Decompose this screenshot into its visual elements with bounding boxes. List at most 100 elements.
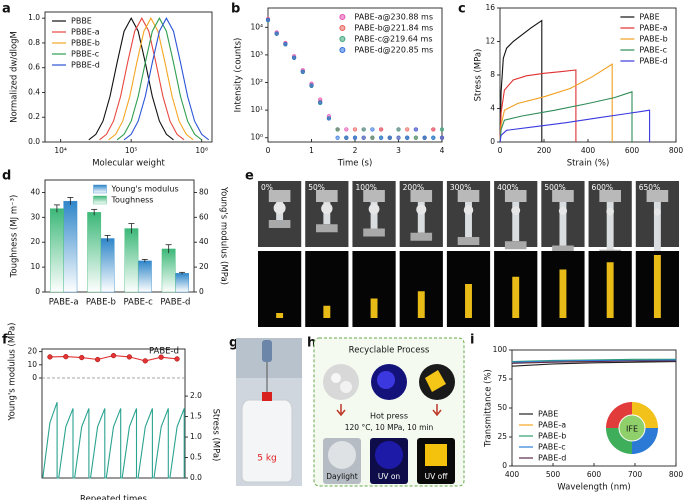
glow (370, 298, 378, 318)
strain-label: 50% (308, 183, 325, 192)
panel-letter: f (2, 333, 8, 348)
point (370, 135, 375, 140)
y-tick-label: 0.4 (28, 87, 40, 96)
y-tick-label: 40 (30, 187, 40, 196)
y-tick-label: 75 (497, 374, 507, 383)
x-tick-label: 2 (353, 146, 358, 155)
hanging-scale (262, 340, 272, 362)
panel-letter: d (2, 169, 11, 184)
x-tick-label: 200 (537, 146, 552, 155)
line (511, 360, 676, 364)
legend-label: Young's modulus (111, 185, 179, 194)
y-tick-label: 0.6 (28, 63, 40, 72)
point (431, 135, 436, 140)
y-tick-label: 0 (502, 461, 507, 470)
specimen-disc (273, 202, 286, 214)
point (142, 358, 148, 364)
glow (417, 291, 425, 318)
specimen (417, 202, 425, 233)
clamp (316, 224, 338, 233)
point (439, 135, 445, 140)
y-tick-label: 8 (490, 70, 495, 79)
panel-letter: g (229, 336, 238, 351)
glow (465, 284, 472, 318)
line (511, 361, 677, 367)
y-tick-label: 0 (35, 287, 40, 296)
glow (276, 313, 284, 318)
legend-label: PBBE-c (71, 50, 99, 59)
donut-center (618, 414, 646, 442)
point (94, 356, 101, 363)
line (499, 69, 577, 143)
x-tick-label: 10⁶ (195, 146, 208, 155)
flake (331, 373, 341, 383)
point (283, 42, 288, 47)
strain-label: 400% (497, 183, 518, 192)
legend-swatch (339, 14, 346, 20)
legend-label: PABE-a (639, 24, 667, 33)
point (344, 135, 349, 140)
line (511, 359, 677, 363)
point (439, 127, 445, 132)
y-axis-label: Young's modulus (MPa) (8, 323, 18, 422)
photo-g: g 5 kg (229, 336, 302, 486)
legend-swatch (339, 36, 346, 42)
point (110, 352, 117, 359)
sample-photo (323, 364, 359, 400)
point (431, 127, 436, 132)
clamp (552, 190, 574, 202)
specimen-disc (606, 207, 614, 216)
y-tick-label: 16 (485, 3, 495, 12)
bar (175, 273, 189, 293)
line (123, 17, 210, 141)
clamp (599, 190, 621, 202)
plot-frame (41, 348, 186, 479)
legend-label: PABE-c (639, 46, 667, 55)
x-tick-label: 400 (505, 470, 520, 479)
y-tick-label: 10⁴ (250, 22, 263, 31)
legend-label: PABE-b (538, 432, 566, 441)
point (79, 354, 85, 361)
x-axis-label: Repeated times (80, 495, 147, 500)
line (42, 402, 185, 479)
legend-label: PABE-b@221.84 ms (354, 24, 433, 33)
bar (63, 200, 78, 293)
glow (512, 276, 520, 318)
line (499, 19, 543, 143)
x-tick-label: PABE-b (86, 298, 116, 308)
point (309, 83, 314, 88)
clamp (410, 232, 433, 241)
point (361, 127, 366, 132)
legend-label: PABE-b (639, 35, 667, 44)
y2-tick-label: 20 (199, 262, 209, 271)
y-axis-label: Toughness (MJ m⁻³) (10, 195, 20, 279)
line (99, 17, 185, 141)
y-tick-label: 0.2 (28, 112, 40, 121)
specimen-disc (463, 205, 474, 215)
specimen-disc (511, 206, 521, 215)
specimen (606, 202, 614, 250)
point (292, 55, 297, 60)
specimen-disc (321, 202, 333, 215)
specimen-disc (416, 204, 427, 215)
y-tick-label: 20 (30, 237, 40, 246)
clamp (457, 237, 480, 245)
x-tick-label: 700 (628, 470, 643, 479)
x-tick-label: 4 (440, 146, 445, 155)
y-tick-label: 0 (490, 137, 495, 146)
point (174, 356, 180, 362)
panel-letter: e (245, 169, 254, 184)
y2-tick-label: 40 (199, 237, 209, 246)
specimen-disc (558, 206, 568, 216)
point (335, 127, 340, 132)
y2-tick-label: 1.0 (190, 432, 202, 441)
strain-label: 300% (450, 183, 471, 192)
panel-letter: h (307, 336, 316, 351)
y-tick-label: 20 (27, 347, 37, 356)
strain-label: 200% (403, 183, 424, 192)
photo-h: h Recyclable Process Hot press 120 °C, 1… (307, 336, 465, 487)
panel-letter: c (458, 2, 466, 17)
process-title: Recyclable Process (349, 346, 430, 356)
point (274, 31, 279, 36)
y-tick-label: 10² (250, 78, 263, 87)
